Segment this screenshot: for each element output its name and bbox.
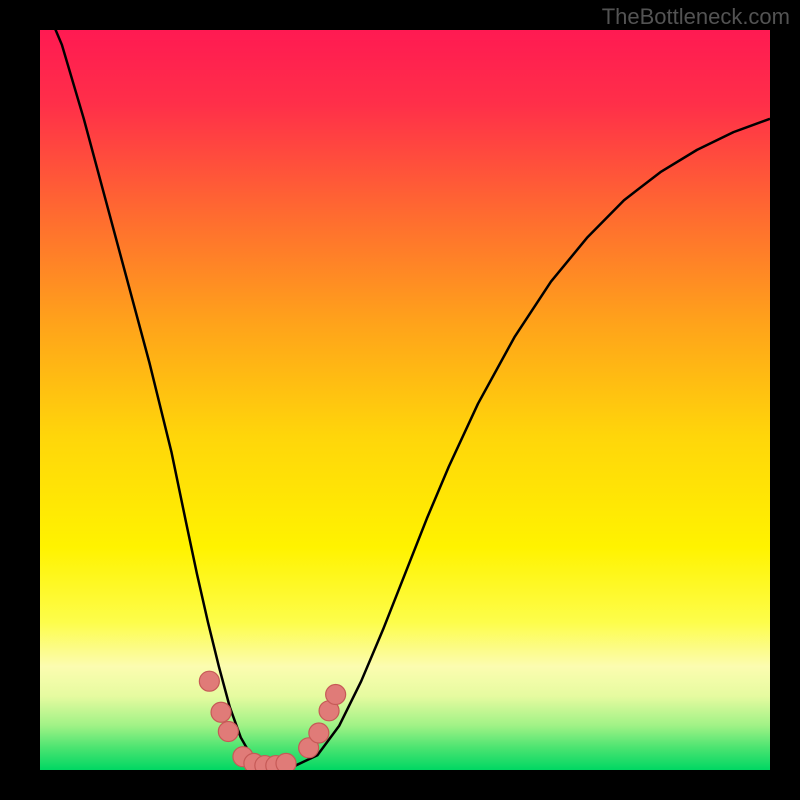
bottleneck-chart: [0, 0, 800, 800]
valley-marker: [211, 702, 231, 722]
valley-marker: [309, 723, 329, 743]
chart-stage: TheBottleneck.com: [0, 0, 800, 800]
valley-marker: [326, 685, 346, 705]
watermark-text: TheBottleneck.com: [602, 4, 790, 30]
chart-gradient-bg: [40, 30, 770, 770]
valley-marker: [218, 722, 238, 742]
valley-marker: [199, 671, 219, 691]
